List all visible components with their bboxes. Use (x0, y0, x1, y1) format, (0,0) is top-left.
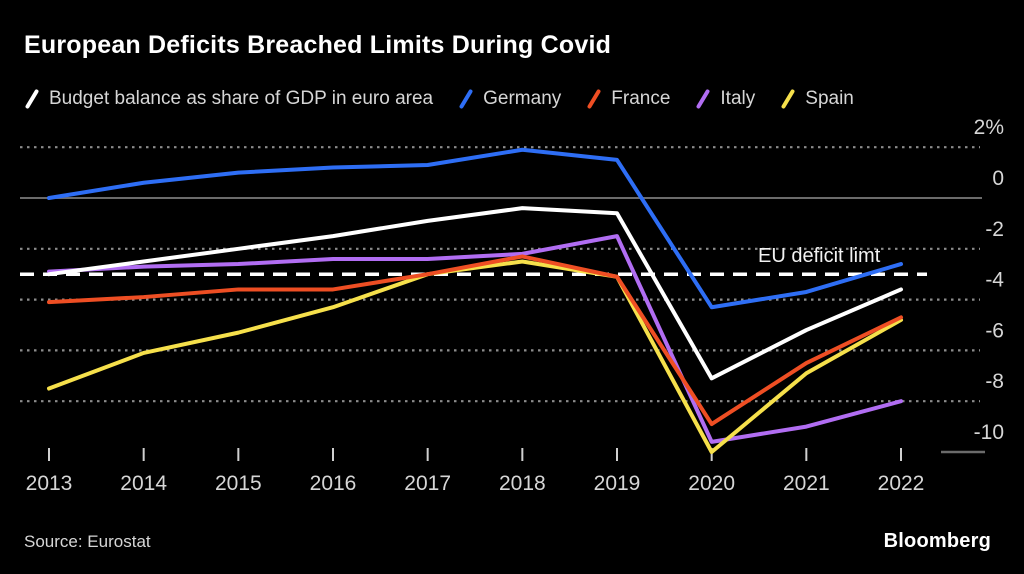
y-axis-label: 0 (992, 167, 1004, 190)
series-line-france (47, 254, 903, 427)
x-axis-label: 2015 (215, 472, 262, 495)
legend-label-germany: Germany (483, 88, 562, 109)
x-axis-label: 2018 (499, 472, 546, 495)
legend-label-spain: Spain (805, 88, 854, 109)
series-line-spain (47, 259, 903, 454)
x-axis-label: 2014 (120, 472, 167, 495)
bloomberg-logo: Bloomberg (883, 530, 991, 552)
legend-label-france: France (611, 88, 671, 109)
chart-legend: Budget balance as share of GDP in euro a… (24, 85, 854, 113)
x-axis-label: 2019 (594, 472, 641, 495)
x-axis-label: 2021 (783, 472, 830, 495)
legend-item-spain: Spain (780, 88, 854, 110)
series-line-germany (47, 147, 903, 310)
france-slash-icon (587, 89, 601, 109)
spain-slash-stroke (781, 89, 795, 109)
source-credit: Source: Eurostat (24, 532, 151, 551)
y-axis-label: -6 (985, 319, 1004, 342)
euro-area-slash-icon (25, 89, 39, 109)
chart-title: European Deficits Breached Limits During… (24, 31, 612, 59)
legend-item-germany: Germany (458, 88, 561, 110)
y-axis-label: -4 (985, 269, 1004, 292)
euro-area-slash-stroke (25, 89, 39, 109)
legend-item-france: France (586, 88, 670, 110)
legend-item-euro-area: Budget balance as share of GDP in euro a… (24, 88, 433, 110)
x-axis-label: 2020 (688, 472, 735, 495)
france-slash-stroke (587, 89, 601, 109)
germany-slash-stroke (459, 89, 473, 109)
x-axis-label: 2013 (26, 472, 73, 495)
y-axis-label: -2 (985, 218, 1004, 241)
italy-slash-icon (696, 89, 710, 109)
x-axis-label: 2017 (404, 472, 451, 495)
spain-slash-icon (781, 89, 795, 109)
x-axis-label: 2022 (878, 472, 925, 495)
y-axis-label: -10 (974, 421, 1004, 444)
legend-label-italy: Italy (720, 88, 756, 109)
series-line-euro-area (47, 206, 903, 381)
x-axis-label: 2016 (310, 472, 357, 495)
eu-deficit-limit-label: EU deficit limt (758, 245, 881, 267)
y-axis-label: -8 (985, 370, 1004, 393)
germany-slash-icon (459, 89, 473, 109)
italy-slash-stroke (696, 89, 710, 109)
y-axis-label: 2% (974, 116, 1004, 139)
series-line-italy (47, 234, 903, 444)
legend-label-euro-area: Budget balance as share of GDP in euro a… (49, 88, 434, 109)
legend-item-italy: Italy (695, 88, 755, 110)
